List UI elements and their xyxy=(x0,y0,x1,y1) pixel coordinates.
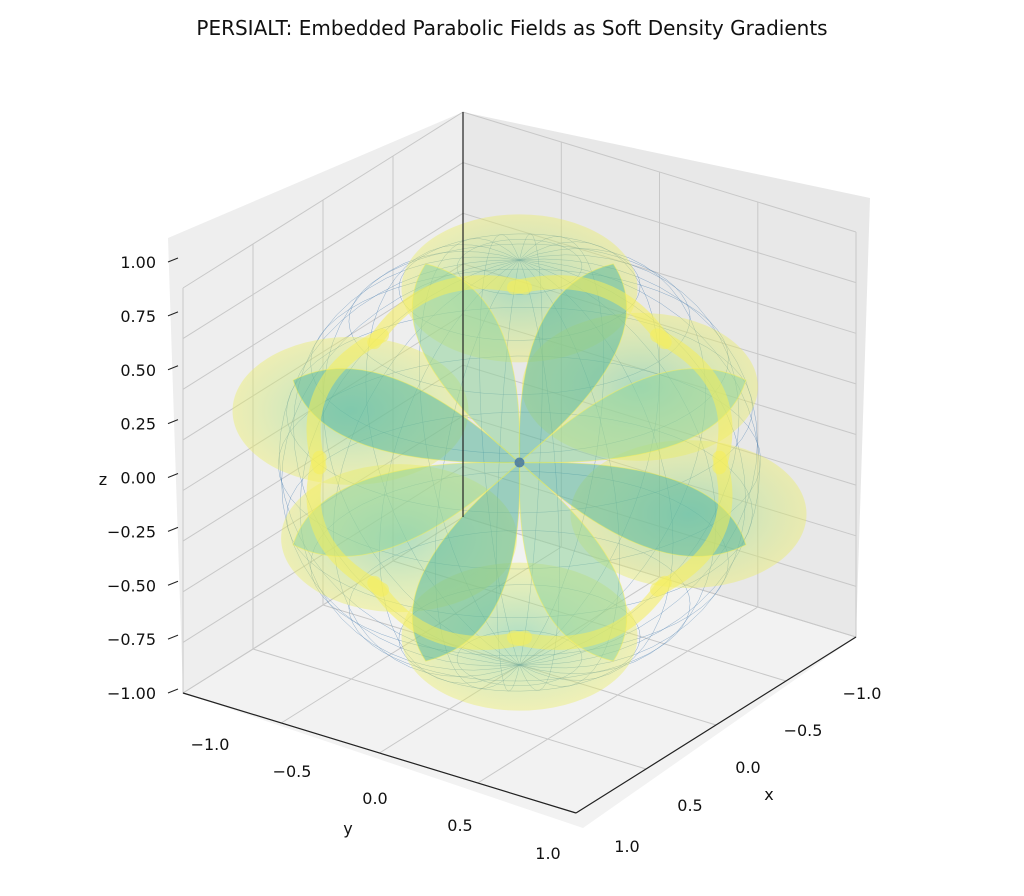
petal-rim xyxy=(306,328,389,475)
petal-sheet xyxy=(518,461,747,557)
petal-sheet xyxy=(518,368,747,464)
z-tick-label: −0.25 xyxy=(107,522,156,541)
z-tick xyxy=(167,365,179,371)
chart-title: PERSIALT: Embedded Parabolic Fields as S… xyxy=(196,16,828,40)
z-tick-label: 0.50 xyxy=(120,361,156,380)
petal-rim xyxy=(650,450,733,597)
petal-sheet xyxy=(411,461,521,662)
petal-rim xyxy=(367,575,532,650)
y-tick-label: 0.0 xyxy=(362,789,387,808)
petal-rim xyxy=(650,328,733,475)
z-tick xyxy=(167,688,179,694)
y-axis-line xyxy=(182,692,577,814)
z-tick-label: 1.00 xyxy=(120,253,156,272)
axes xyxy=(182,112,857,814)
z-tick-label: −0.75 xyxy=(107,630,156,649)
tick-labels: −1.00−0.75−0.50−0.250.000.250.500.751.00… xyxy=(107,253,881,863)
y-tick-label: −1.0 xyxy=(191,735,230,754)
x-tick-label: 1.0 xyxy=(614,837,639,856)
z-tick-label: −1.00 xyxy=(107,684,156,703)
petal-rim xyxy=(507,275,672,350)
z-tick-label: −0.50 xyxy=(107,576,156,595)
petal-rim xyxy=(507,575,672,650)
y-tick-label: 0.5 xyxy=(447,816,472,835)
x-tick-label: 0.0 xyxy=(735,758,760,777)
z-tick xyxy=(167,580,179,586)
petal-sheet xyxy=(411,263,521,464)
z-tick-label: 0.75 xyxy=(120,307,156,326)
petal-sheet xyxy=(518,263,628,464)
x-axis-line xyxy=(575,636,857,814)
x-axis-label: x xyxy=(764,785,773,804)
petal-rim xyxy=(306,450,389,597)
y-tick-label: 1.0 xyxy=(535,844,560,863)
z-tick xyxy=(167,634,179,640)
y-tick-label: −0.5 xyxy=(273,762,312,781)
z-tick xyxy=(167,419,179,425)
z-tick xyxy=(167,311,179,317)
z-tick-label: 0.00 xyxy=(120,469,156,488)
x-tick-label: −1.0 xyxy=(843,684,882,703)
z-tick xyxy=(167,257,179,263)
x-tick-label: 0.5 xyxy=(677,796,702,815)
z-tick-label: 0.25 xyxy=(120,415,156,434)
x-tick-label: −0.5 xyxy=(784,721,823,740)
z-tick xyxy=(167,526,179,532)
z-tick xyxy=(167,473,179,478)
z-axis-label: z xyxy=(99,470,107,489)
y-axis-label: y xyxy=(343,819,352,838)
petal-sheet xyxy=(518,461,628,662)
petal-origin xyxy=(514,457,525,468)
petal-rim xyxy=(367,275,532,350)
